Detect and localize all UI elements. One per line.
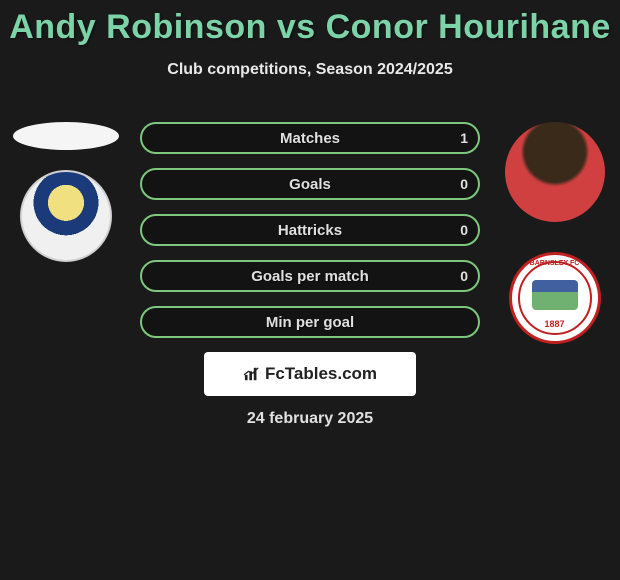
stat-label: Hattricks xyxy=(278,222,342,239)
stat-right-value: 0 xyxy=(460,222,468,238)
stat-label: Goals per match xyxy=(251,268,369,285)
stat-row-matches: Matches 1 xyxy=(140,122,480,154)
brand-logo-box[interactable]: FcTables.com xyxy=(204,352,416,396)
stat-row-gpm: Goals per match 0 xyxy=(140,260,480,292)
page-subtitle: Club competitions, Season 2024/2025 xyxy=(0,61,620,79)
bar-chart-icon xyxy=(243,366,261,382)
stat-right-value: 0 xyxy=(460,268,468,284)
date-text: 24 february 2025 xyxy=(247,410,373,428)
crest-top-text: BARNSLEY FC xyxy=(530,260,580,267)
left-player-column xyxy=(8,122,123,262)
stat-row-mpg: Min per goal xyxy=(140,306,480,338)
stat-right-value: 1 xyxy=(460,130,468,146)
stat-row-hattricks: Hattricks 0 xyxy=(140,214,480,246)
left-player-avatar xyxy=(13,122,119,150)
stat-right-value: 0 xyxy=(460,176,468,192)
right-player-avatar xyxy=(505,122,605,222)
crest-inner-shield xyxy=(532,280,578,310)
stats-block: Matches 1 Goals 0 Hattricks 0 Goals per … xyxy=(140,122,480,352)
stat-label: Min per goal xyxy=(266,314,354,331)
stat-row-goals: Goals 0 xyxy=(140,168,480,200)
brand-text: FcTables.com xyxy=(265,364,377,384)
stat-label: Matches xyxy=(280,130,340,147)
left-club-crest xyxy=(20,170,112,262)
comparison-card: Andy Robinson vs Conor Hourihane Club co… xyxy=(0,0,620,580)
right-player-column: BARNSLEY FC 1887 xyxy=(497,122,612,344)
page-title: Andy Robinson vs Conor Hourihane xyxy=(0,0,620,47)
stat-label: Goals xyxy=(289,176,331,193)
right-club-crest: BARNSLEY FC 1887 xyxy=(509,252,601,344)
crest-year: 1887 xyxy=(544,319,564,329)
